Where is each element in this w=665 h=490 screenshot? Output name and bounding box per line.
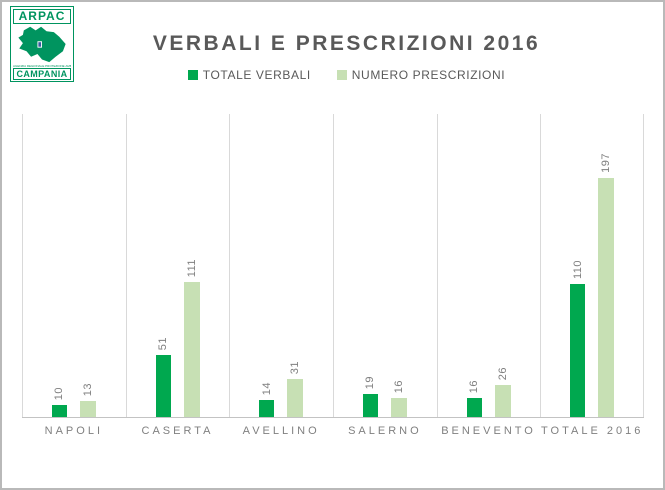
bar-value-label: 51 <box>157 336 169 350</box>
bar-numero-prescrizioni-salerno <box>391 398 407 417</box>
category-label-napoli: NAPOLI <box>44 425 104 437</box>
arpac-logo-tiny-text: AGENZIA REGIONALE PROTEZIONE AMBIENTALE … <box>13 64 71 68</box>
legend-label: TOTALE VERBALI <box>202 68 311 82</box>
category-label-salerno: SALERNO <box>348 425 422 437</box>
bar-value-label: 14 <box>261 381 273 395</box>
bar-value-label: 26 <box>497 366 509 380</box>
bar-numero-prescrizioni-benevento <box>495 385 511 417</box>
bar-totale-verbali-napoli <box>52 405 67 417</box>
bar-totale-verbali-avellino <box>259 400 274 417</box>
gridline <box>126 114 127 417</box>
arpac-logo-acronym: ARPAC <box>13 9 71 24</box>
legend-label: NUMERO PRESCRIZIONI <box>351 68 506 82</box>
bar-value-label: 110 <box>572 259 584 279</box>
bar-value-label: 197 <box>600 153 612 173</box>
bar-value-label: 31 <box>289 360 301 374</box>
legend-swatch-dark-green <box>187 70 198 80</box>
bar-totale-verbali-salerno <box>363 394 378 417</box>
bar-value-label: 10 <box>53 386 65 400</box>
bar-totale-verbali-caserta <box>156 355 171 417</box>
bar-value-label: 19 <box>364 375 376 389</box>
category-label-totale-2016: TOTALE 2016 <box>541 425 644 437</box>
arpac-logo-region: CAMPANIA <box>13 68 71 80</box>
gridline <box>437 114 438 417</box>
legend-item-numero-prescrizioni: NUMERO PRESCRIZIONI <box>336 68 506 82</box>
bar-numero-prescrizioni-totale-2016 <box>598 178 614 417</box>
gridline <box>643 114 644 417</box>
campania-map-icon <box>18 26 66 63</box>
bar-totale-verbali-totale-2016 <box>570 284 585 417</box>
bar-numero-prescrizioni-caserta <box>184 282 200 417</box>
bar-numero-prescrizioni-napoli <box>80 401 96 417</box>
legend-item-totale-verbali: TOTALE VERBALI <box>187 68 311 82</box>
legend-swatch-light-green <box>336 70 347 80</box>
arpac-logo: ARPAC AGENZIA REGIONALE PROTEZIONE AMBIE… <box>10 6 74 82</box>
chart-legend: TOTALE VERBALI NUMERO PRESCRIZIONI <box>2 68 663 82</box>
bar-value-label: 16 <box>468 379 480 393</box>
bar-value-label: 111 <box>186 258 198 277</box>
plot-area: 10 13 51 111 14 31 19 16 16 26 110 197 <box>22 114 644 418</box>
category-axis: NAPOLI CASERTA AVELLINO SALERNO BENEVENTO TOT… <box>22 425 644 443</box>
category-label-avellino: AVELLINO <box>242 425 320 437</box>
category-label-benevento: BENEVENTO <box>441 425 536 437</box>
gridline <box>540 114 541 417</box>
bar-value-label: 13 <box>82 382 94 396</box>
bar-numero-prescrizioni-avellino <box>287 379 303 417</box>
chart-title: VERBALI E PRESCRIZIONI 2016 <box>152 32 541 55</box>
bar-totale-verbali-benevento <box>467 398 482 417</box>
gridline <box>229 114 230 417</box>
gridline <box>333 114 334 417</box>
bar-value-label: 16 <box>393 379 405 393</box>
gridline <box>22 114 23 417</box>
category-label-caserta: CASERTA <box>141 425 214 437</box>
